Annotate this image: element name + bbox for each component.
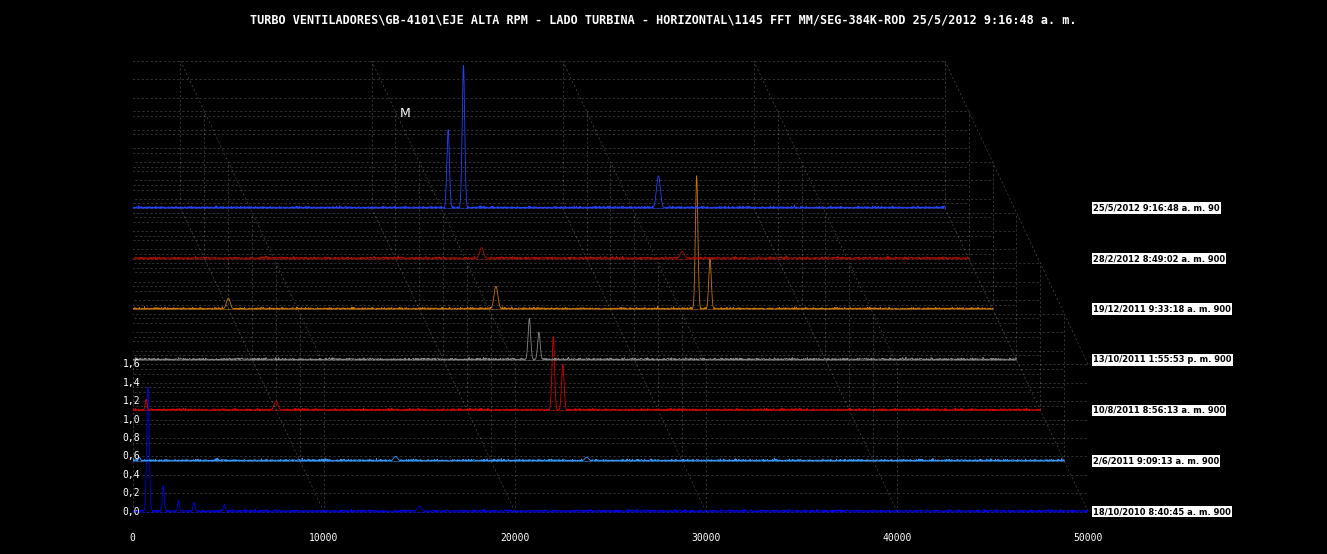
Text: 19/12/2011 9:33:18 a. m. 900: 19/12/2011 9:33:18 a. m. 900 <box>1093 305 1230 314</box>
Text: 1,6: 1,6 <box>122 360 141 370</box>
Text: 0,8: 0,8 <box>122 433 141 443</box>
Text: 40000: 40000 <box>882 534 912 543</box>
Text: 2/6/2011 9:09:13 a. m. 900: 2/6/2011 9:09:13 a. m. 900 <box>1093 456 1220 465</box>
Text: 0,0: 0,0 <box>122 506 141 516</box>
Text: 0,2: 0,2 <box>122 488 141 498</box>
Text: 1,4: 1,4 <box>122 378 141 388</box>
Text: 0: 0 <box>130 534 135 543</box>
Text: M: M <box>399 107 410 120</box>
Text: 28/2/2012 8:49:02 a. m. 900: 28/2/2012 8:49:02 a. m. 900 <box>1093 254 1225 263</box>
Text: 1,0: 1,0 <box>122 414 141 424</box>
Text: 30000: 30000 <box>691 534 721 543</box>
Text: 0,6: 0,6 <box>122 452 141 461</box>
Text: 18/10/2010 8:40:45 a. m. 900: 18/10/2010 8:40:45 a. m. 900 <box>1093 507 1230 516</box>
Text: 13/10/2011 1:55:53 p. m. 900: 13/10/2011 1:55:53 p. m. 900 <box>1093 355 1231 365</box>
Text: 10/8/2011 8:56:13 a. m. 900: 10/8/2011 8:56:13 a. m. 900 <box>1093 406 1225 415</box>
Text: 25/5/2012 9:16:48 a. m. 90: 25/5/2012 9:16:48 a. m. 90 <box>1093 203 1220 213</box>
Text: 20000: 20000 <box>500 534 529 543</box>
Text: 10000: 10000 <box>309 534 338 543</box>
Text: 0,4: 0,4 <box>122 470 141 480</box>
Text: 50000: 50000 <box>1074 534 1103 543</box>
Text: 1,2: 1,2 <box>122 396 141 406</box>
Text: TURBO VENTILADORES\GB-4101\EJE ALTA RPM - LADO TURBINA - HORIZONTAL\1145 FFT MM/: TURBO VENTILADORES\GB-4101\EJE ALTA RPM … <box>251 14 1076 27</box>
